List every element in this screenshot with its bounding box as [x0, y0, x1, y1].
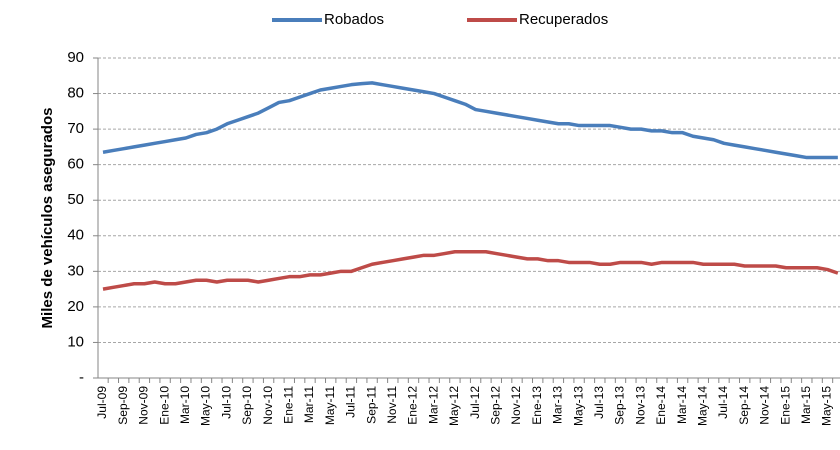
x-tick-label: Nov-09 — [137, 386, 151, 425]
x-tick-label: Nov-12 — [509, 386, 523, 425]
x-tick-label: Nov-14 — [758, 386, 772, 425]
x-tick-label: Mar-15 — [799, 386, 813, 424]
x-tick-label: Nov-13 — [633, 386, 647, 425]
y-tick-label: 80 — [67, 85, 84, 102]
x-tick-label: Jul-09 — [95, 386, 109, 419]
x-tick-label: Mar-11 — [302, 386, 316, 423]
x-tick-label: Mar-10 — [178, 386, 192, 424]
x-tick-label: Mar-13 — [551, 386, 565, 424]
x-tick-label: Sep-11 — [364, 386, 378, 424]
y-tick-label: 10 — [67, 333, 84, 350]
x-tick-label: May-12 — [447, 386, 461, 426]
x-tick-label: Sep-10 — [240, 386, 254, 425]
x-tick-label: Ene-11 — [281, 386, 295, 424]
x-tick-label: Sep-09 — [116, 386, 130, 425]
x-tick-label: Mar-12 — [426, 386, 440, 424]
x-tick-label: May-11 — [323, 386, 337, 425]
x-tick-label: Nov-10 — [261, 386, 275, 425]
x-tick-label: Ene-12 — [406, 386, 420, 425]
x-tick-label: Mar-14 — [675, 386, 689, 424]
x-tick-label: Jul-11 — [344, 386, 358, 418]
y-tick-label: 90 — [67, 49, 84, 66]
x-tick-label: May-14 — [695, 386, 709, 426]
x-tick-label: Ene-10 — [157, 386, 171, 425]
y-tick-label: 20 — [67, 298, 84, 315]
x-tick-label: Jul-14 — [716, 386, 730, 419]
x-tick-label: Nov-11 — [385, 386, 399, 424]
y-tick-label: - — [79, 369, 84, 386]
x-tick-label: Sep-14 — [737, 386, 751, 425]
series-line — [102, 81, 838, 160]
x-tick-label: May-10 — [199, 386, 213, 426]
y-tick-label: 60 — [67, 156, 84, 173]
y-axis-title: Miles de vehículos asegurados — [39, 108, 56, 329]
y-tick-label: 30 — [67, 262, 84, 279]
x-tick-label: Jul-10 — [219, 386, 233, 419]
y-tick-label: 50 — [67, 191, 84, 208]
legend-label: Robados — [324, 11, 384, 28]
x-tick-label: May-13 — [571, 386, 585, 426]
legend-label: Recuperados — [519, 11, 608, 28]
x-tick-label: May-15 — [820, 386, 834, 426]
y-tick-label: 40 — [67, 227, 84, 244]
y-tick-label: 70 — [67, 120, 84, 137]
series-line — [102, 250, 839, 291]
x-tick-label: Jul-13 — [592, 386, 606, 419]
x-tick-label: Sep-12 — [488, 386, 502, 425]
x-tick-label: Jul-12 — [468, 386, 482, 419]
x-tick-label: Ene-15 — [778, 386, 792, 425]
x-tick-label: Ene-14 — [654, 386, 668, 425]
x-tick-label: Ene-13 — [530, 386, 544, 425]
x-tick-label: Sep-13 — [613, 386, 627, 425]
